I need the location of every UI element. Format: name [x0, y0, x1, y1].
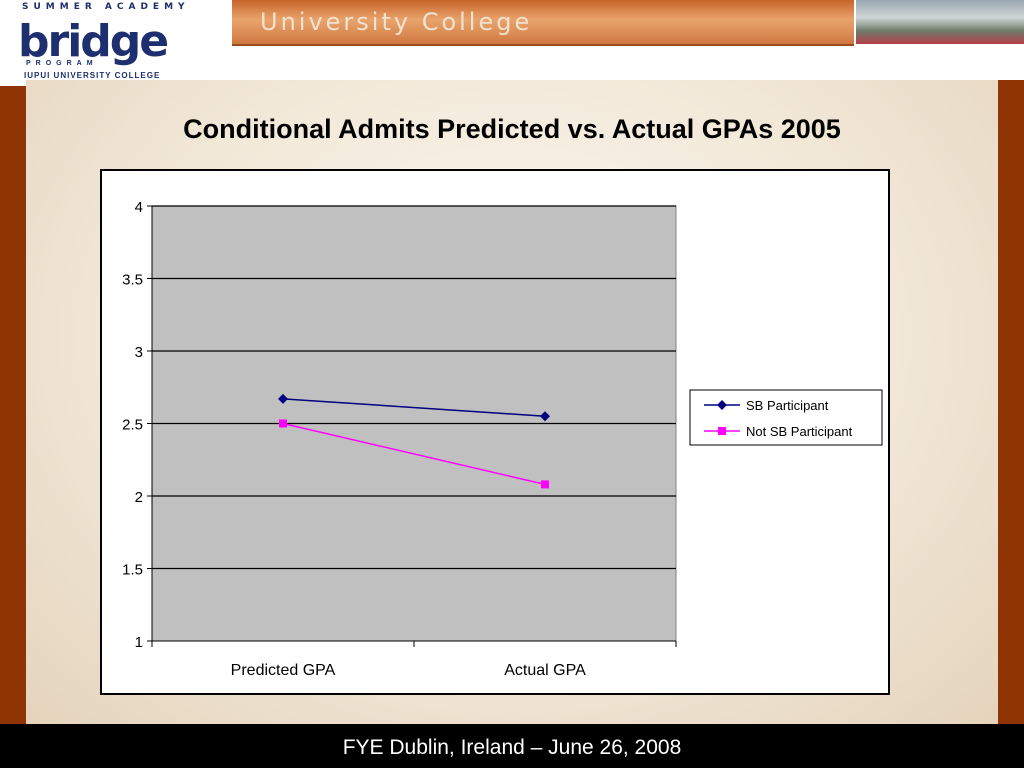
- bridge-program-logo: SUMMER ACADEMY bridge PROGRAM IUPUI UNIV…: [0, 0, 230, 84]
- legend-marker: [717, 400, 727, 410]
- logo-org-text: IUPUI UNIVERSITY COLLEGE: [24, 71, 161, 80]
- legend-label: SB Participant: [746, 398, 829, 413]
- logo-arc-text: SUMMER ACADEMY: [22, 2, 190, 12]
- campus-photo: [856, 0, 1024, 44]
- y-tick-label: 4: [135, 199, 143, 216]
- x-tick-label: Actual GPA: [504, 662, 586, 679]
- y-tick-label: 1: [135, 634, 143, 651]
- legend-marker: [718, 427, 726, 435]
- x-tick-label: Predicted GPA: [231, 662, 336, 679]
- right-rail: [998, 80, 1024, 724]
- y-tick-label: 3: [135, 344, 143, 361]
- data-point: [278, 393, 288, 404]
- data-point: [541, 480, 549, 489]
- banner-title: University College: [260, 8, 533, 36]
- y-tick-label: 3.5: [122, 272, 143, 289]
- y-tick-label: 2: [135, 489, 143, 506]
- legend-label: Not SB Participant: [746, 424, 853, 439]
- logo-program-text: PROGRAM: [26, 60, 98, 67]
- legend: [689, 389, 883, 446]
- gpa-line-chart: 1 1.5 2 2.5 3 3.5 4 Predicted GPA Actual GPA SB P…: [122, 199, 883, 679]
- series-line: [282, 422, 546, 486]
- y-tick-label: 2.5: [122, 417, 143, 434]
- data-point: [279, 419, 287, 428]
- logo-wordmark: bridge: [18, 16, 169, 67]
- y-tick-label: 1.5: [122, 562, 143, 579]
- slide-title: Conditional Admits Predicted vs. Actual …: [183, 114, 841, 144]
- data-point: [540, 411, 550, 422]
- footer-text: FYE Dublin, Ireland – June 26, 2008: [342, 736, 682, 759]
- series-line: [282, 398, 546, 417]
- header: SUMMER ACADEMY bridge PROGRAM IUPUI UNIV…: [0, 0, 1024, 84]
- left-rail: [0, 86, 26, 724]
- chart-frame: 1 1.5 2 2.5 3 3.5 4 Predicted GPA Actual GPA SB P…: [100, 169, 890, 695]
- footer-bar: [0, 724, 1024, 768]
- header-banner: University College: [232, 0, 854, 46]
